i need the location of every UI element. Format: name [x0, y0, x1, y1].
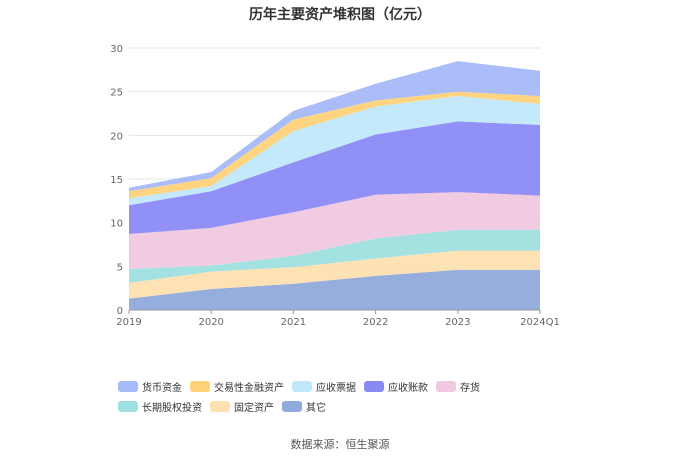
legend-item[interactable]: 应收票据 — [292, 376, 356, 396]
y-tick-label: 20 — [110, 131, 123, 142]
area-series-应收账款 — [129, 121, 540, 234]
data-source-note: 数据来源：恒生聚源 — [290, 438, 390, 451]
area-series-货币资金 — [129, 61, 540, 192]
x-tick-label: 2020 — [198, 317, 223, 328]
legend-swatch — [118, 380, 138, 392]
legend-swatch — [118, 400, 138, 412]
area-series-存货 — [129, 192, 540, 269]
x-tick-label: 2022 — [363, 317, 388, 328]
legend-swatch — [190, 380, 210, 392]
legend-item[interactable]: 其它 — [282, 396, 326, 416]
legend-item[interactable]: 存货 — [436, 376, 480, 396]
area-series-其它 — [129, 269, 540, 310]
legend-item[interactable]: 应收账款 — [364, 376, 428, 396]
legend-item[interactable]: 固定资产 — [210, 396, 274, 416]
legend-swatch — [436, 380, 456, 392]
legend-label: 存货 — [460, 382, 480, 394]
chart-legend: 货币资金 交易性金融资产 应收票据 应收账款 存货长期股权投资 固定资产 其它 — [118, 376, 578, 416]
area-series-固定资产 — [129, 250, 540, 299]
legend-label: 货币资金 — [142, 382, 182, 394]
area-series-应收票据 — [129, 96, 540, 206]
y-tick-label: 15 — [110, 175, 123, 186]
legend-label: 交易性金融资产 — [214, 382, 284, 394]
area-series-长期股权投资 — [129, 229, 540, 283]
x-tick-label: 2024Q1 — [520, 317, 560, 328]
legend-swatch — [364, 380, 384, 392]
legend-label: 应收账款 — [388, 382, 428, 394]
legend-label: 固定资产 — [234, 402, 274, 414]
legend-item[interactable]: 货币资金 — [118, 376, 182, 396]
y-tick-label: 0 — [117, 306, 123, 317]
y-tick-label: 30 — [110, 44, 123, 55]
area-series-交易性金融资产 — [129, 91, 540, 199]
legend-label: 长期股权投资 — [142, 402, 202, 414]
legend-swatch — [210, 400, 230, 412]
chart-title: 历年主要资产堆积图（亿元） — [249, 7, 431, 23]
legend-item[interactable]: 交易性金融资产 — [190, 376, 284, 396]
legend-item[interactable]: 长期股权投资 — [118, 396, 202, 416]
y-tick-label: 5 — [117, 262, 123, 273]
legend-swatch — [292, 380, 312, 392]
x-tick-label: 2019 — [116, 317, 141, 328]
y-tick-label: 25 — [110, 88, 123, 99]
legend-label: 应收票据 — [316, 382, 356, 394]
x-tick-label: 2023 — [445, 317, 470, 328]
y-tick-label: 10 — [110, 219, 123, 230]
legend-swatch — [282, 400, 302, 412]
x-tick-label: 2021 — [281, 317, 306, 328]
legend-label: 其它 — [306, 402, 326, 414]
